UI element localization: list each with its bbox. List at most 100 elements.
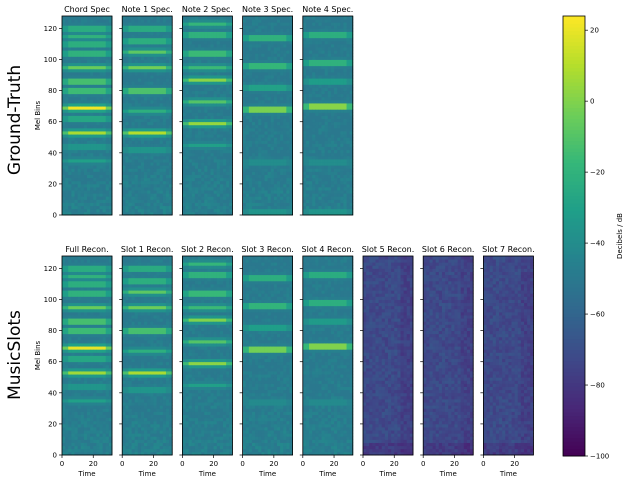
heatmap-cell xyxy=(93,66,97,70)
heatmap-cell xyxy=(315,168,319,172)
heatmap-cell xyxy=(264,41,268,45)
heatmap-cell xyxy=(138,53,142,57)
heatmap-cell xyxy=(157,100,161,104)
heatmap-cell xyxy=(312,165,316,169)
heatmap-cell xyxy=(274,106,278,110)
heatmap-cell xyxy=(78,159,82,163)
heatmap-cell xyxy=(306,84,310,88)
heatmap-cell xyxy=(226,103,230,107)
heatmap-cell xyxy=(160,47,164,51)
heatmap-cell xyxy=(65,19,69,23)
heatmap-cell xyxy=(318,100,322,104)
heatmap-cell xyxy=(163,119,167,123)
heatmap-cell xyxy=(271,81,275,85)
heatmap-cell xyxy=(163,134,167,138)
heatmap-cell xyxy=(87,94,91,98)
heatmap-cell xyxy=(90,50,94,54)
heatmap-cell xyxy=(328,109,332,113)
heatmap-cell xyxy=(318,84,322,88)
heatmap-cell xyxy=(334,156,338,160)
heatmap-cell xyxy=(75,44,79,48)
heatmap-cell xyxy=(226,190,230,194)
heatmap-cell xyxy=(90,97,94,101)
heatmap-cell xyxy=(258,128,262,132)
heatmap-cell xyxy=(315,35,319,39)
heatmap-cell xyxy=(157,168,161,172)
heatmap-cell xyxy=(303,84,307,88)
heatmap-cell xyxy=(286,106,290,110)
heatmap-cell xyxy=(195,168,199,172)
heatmap-cell xyxy=(81,171,85,175)
heatmap-cell xyxy=(261,187,265,191)
heatmap-cell xyxy=(198,209,202,213)
heatmap-cell xyxy=(153,81,157,85)
heatmap-cell xyxy=(252,16,256,20)
heatmap-cell xyxy=(277,199,281,203)
heatmap-cell xyxy=(331,88,335,92)
heatmap-cell xyxy=(286,72,290,76)
heatmap-cell xyxy=(132,97,136,101)
heatmap-cell xyxy=(84,187,88,191)
heatmap-cell xyxy=(217,131,221,135)
heatmap-cell xyxy=(325,140,329,144)
heatmap-cell xyxy=(96,171,100,175)
heatmap-cell xyxy=(186,196,190,200)
heatmap-cell xyxy=(93,35,97,39)
heatmap-cell xyxy=(325,94,329,98)
heatmap-cell xyxy=(337,112,341,116)
heatmap-cell xyxy=(252,206,256,210)
heatmap-cell xyxy=(283,131,287,135)
heatmap-cell xyxy=(328,56,332,60)
heatmap-cell xyxy=(132,181,136,185)
heatmap-cell xyxy=(163,175,167,179)
heatmap-cell xyxy=(87,109,91,113)
heatmap-cell xyxy=(280,168,284,172)
heatmap-cell xyxy=(103,84,107,88)
heatmap-cell xyxy=(122,165,126,169)
heatmap-cell xyxy=(220,175,224,179)
heatmap-cell xyxy=(303,187,307,191)
heatmap-cell xyxy=(103,116,107,120)
heatmap-cell xyxy=(195,106,199,110)
heatmap-cell xyxy=(90,181,94,185)
heatmap-cell xyxy=(207,28,211,32)
heatmap-cell xyxy=(189,122,193,126)
heatmap-cell xyxy=(268,112,272,116)
heatmap-cell xyxy=(100,63,104,67)
heatmap-cell xyxy=(90,63,94,67)
heatmap-cell xyxy=(226,47,230,51)
heatmap-cell xyxy=(328,125,332,129)
heatmap-cell xyxy=(315,119,319,123)
heatmap-cell xyxy=(62,72,66,76)
heatmap-cell xyxy=(135,78,139,82)
heatmap-cell xyxy=(328,60,332,64)
heatmap-cell xyxy=(334,35,338,39)
heatmap-cell xyxy=(283,84,287,88)
heatmap-cell xyxy=(226,38,230,42)
heatmap-cell xyxy=(334,193,338,197)
heatmap-cell xyxy=(166,53,170,57)
heatmap-cell xyxy=(274,94,278,98)
heatmap-cell xyxy=(268,184,272,188)
heatmap-cell xyxy=(192,81,196,85)
heatmap-cell xyxy=(198,168,202,172)
heatmap-cell xyxy=(255,56,259,60)
heatmap-cell xyxy=(150,47,154,51)
heatmap-cell xyxy=(325,91,329,95)
heatmap-cell xyxy=(261,209,265,213)
heatmap-cell xyxy=(147,199,151,203)
heatmap-cell xyxy=(223,63,227,67)
heatmap-cell xyxy=(220,63,224,67)
heatmap-cell xyxy=(309,178,313,182)
heatmap-cell xyxy=(201,203,205,207)
heatmap-cell xyxy=(322,35,326,39)
heatmap-cell xyxy=(286,100,290,104)
heatmap-cell xyxy=(207,147,211,151)
heatmap-cell xyxy=(135,203,139,207)
heatmap-cell xyxy=(106,32,110,36)
heatmap-cell xyxy=(81,38,85,42)
heatmap-cell xyxy=(249,91,253,95)
heatmap-cell xyxy=(71,72,75,76)
heatmap-cell xyxy=(277,131,281,135)
heatmap-cell xyxy=(186,28,190,32)
